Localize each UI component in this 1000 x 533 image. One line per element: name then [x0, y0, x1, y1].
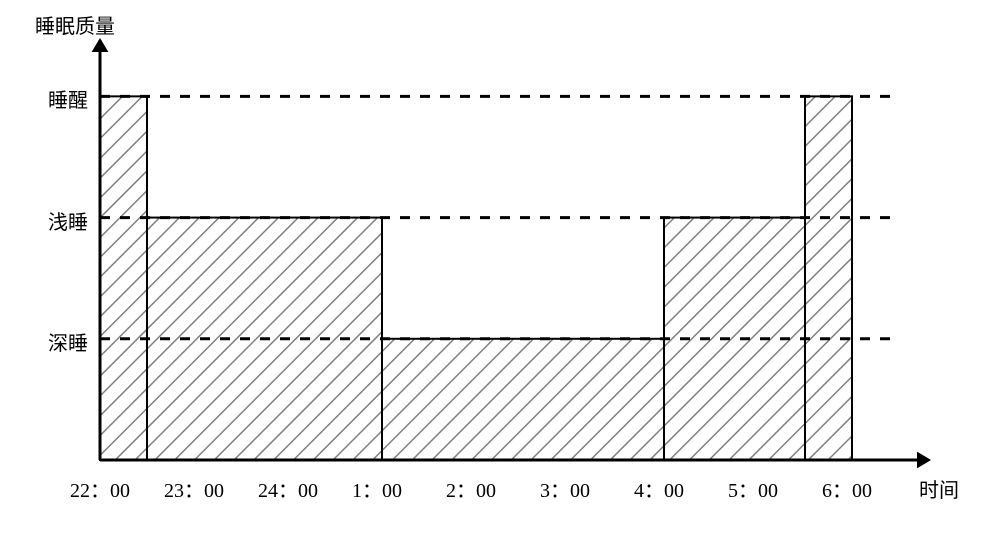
- x-axis-title: 时间: [919, 474, 959, 503]
- x-tick-label-7: 5：00: [728, 474, 778, 503]
- chart-svg: [0, 0, 1000, 533]
- x-tick-label-8: 6：00: [822, 474, 872, 503]
- y-tick-label-1: 浅睡: [48, 206, 88, 235]
- x-axis-arrow: [917, 452, 931, 469]
- y-tick-label-0: 深睡: [48, 327, 88, 356]
- x-tick-label-2: 24：00: [258, 474, 318, 503]
- y-axis-title: 睡眠质量: [35, 10, 115, 39]
- bar-0: [100, 96, 147, 460]
- bar-2: [382, 339, 664, 460]
- x-tick-label-4: 2：00: [446, 474, 496, 503]
- x-tick-label-3: 1：00: [352, 474, 402, 503]
- x-tick-label-5: 3：00: [540, 474, 590, 503]
- x-tick-label-6: 4：00: [634, 474, 684, 503]
- bars-group: [100, 96, 852, 460]
- x-tick-label-1: 23：00: [164, 474, 224, 503]
- sleep-quality-chart: 睡眠质量深睡 浅睡 睡醒 22：00 23：00 24：00 1：00 2：00 3：00 4：0…: [0, 0, 1000, 533]
- y-axis-arrow: [92, 38, 109, 52]
- x-tick-label-0: 22：00: [70, 474, 130, 503]
- y-tick-label-2: 睡醒: [48, 84, 88, 113]
- bar-4: [805, 96, 852, 460]
